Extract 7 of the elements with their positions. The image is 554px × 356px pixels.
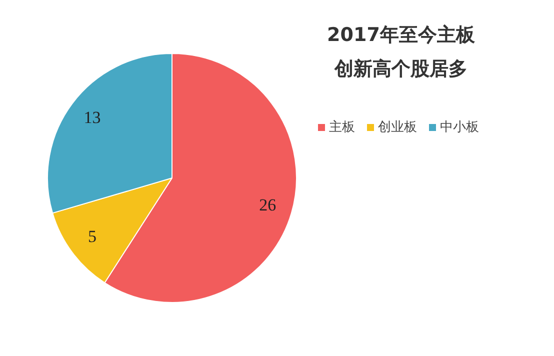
data-label: 13: [84, 108, 101, 127]
legend-label: 中小板: [440, 119, 479, 136]
legend-label: 主板: [329, 119, 355, 136]
data-label: 5: [88, 227, 97, 246]
data-label: 26: [259, 196, 276, 215]
legend-label: 创业板: [378, 119, 417, 136]
chart-title: 2017年至今主板创新高个股居多: [326, 23, 476, 82]
